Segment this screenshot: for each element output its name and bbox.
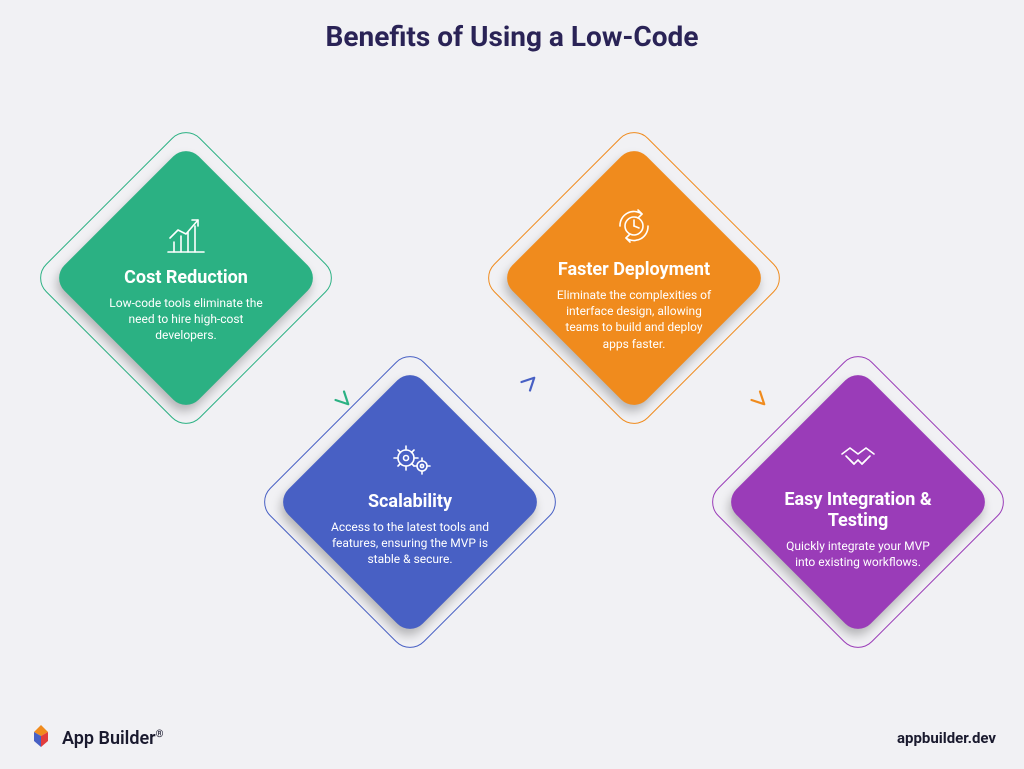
diagram-stage: Cost Reduction Low-code tools eliminate t… xyxy=(0,70,1024,710)
easy-integration-tile: Easy Integration & Testing Quickly integr… xyxy=(724,368,993,637)
easy-integration-content: Easy Integration & Testing Quickly integr… xyxy=(763,407,953,597)
handshake-icon xyxy=(836,434,880,482)
cost-reduction-description: Low-code tools eliminate the need to hir… xyxy=(106,295,266,344)
cost-reduction-title: Cost Reduction xyxy=(124,268,248,289)
cost-reduction-tile: Cost Reduction Low-code tools eliminate t… xyxy=(52,144,321,413)
scalability-description: Access to the latest tools and features,… xyxy=(330,519,490,568)
footer: App Builder® appbuilder.dev xyxy=(0,723,1024,753)
cost-reduction-content: Cost Reduction Low-code tools eliminate t… xyxy=(91,183,281,373)
scalability-title: Scalability xyxy=(368,492,452,513)
brand: App Builder® xyxy=(28,723,164,753)
appbuilder-logo-icon xyxy=(28,723,54,753)
bar-chart-growth-icon xyxy=(164,212,208,260)
gears-icon xyxy=(388,436,432,484)
brand-url: appbuilder.dev xyxy=(897,729,996,747)
scalability-content: Scalability Access to the latest tools an… xyxy=(315,407,505,597)
faster-deployment-description: Eliminate the complexities of interface … xyxy=(554,287,714,352)
faster-deployment-title: Faster Deployment xyxy=(558,260,710,281)
faster-deployment-content: Faster Deployment Eliminate the complexit… xyxy=(539,183,729,373)
clock-refresh-icon xyxy=(612,204,656,252)
brand-name: App Builder® xyxy=(62,728,164,749)
easy-integration-description: Quickly integrate your MVP into existing… xyxy=(778,538,938,570)
scalability-tile: Scalability Access to the latest tools an… xyxy=(276,368,545,637)
easy-integration-title: Easy Integration & Testing xyxy=(773,490,943,531)
faster-deployment-tile: Faster Deployment Eliminate the complexit… xyxy=(500,144,769,413)
page-title: Benefits of Using a Low-Code xyxy=(0,20,1024,53)
